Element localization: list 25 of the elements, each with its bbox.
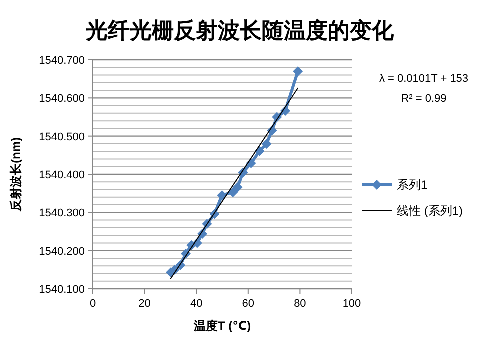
y-tick-label: 1540.500 <box>39 131 85 144</box>
legend-label: 系列1 <box>397 178 428 192</box>
x-tick-label: 80 <box>294 298 306 310</box>
text: λ = 0.0101T + 153 <box>379 73 469 85</box>
x-axis-title: 温度T (℃) <box>192 319 252 333</box>
x-tick-label: 20 <box>138 298 151 310</box>
x-tick-label: 40 <box>190 298 203 310</box>
point <box>217 190 228 200</box>
point <box>262 138 272 149</box>
text: R² = 0.99 <box>401 93 447 105</box>
legend-label: 线性 (系列1) <box>397 204 464 218</box>
y-axis-title: 反射波长(nm) <box>9 138 23 212</box>
y-tick-label: 1540.600 <box>39 93 85 106</box>
point <box>232 182 243 192</box>
y-tick-label: 1540.700 <box>39 55 85 67</box>
y-tick-label: 1540.400 <box>39 170 85 182</box>
y-tick-label: 1540.100 <box>39 284 85 296</box>
x-tick-label: 100 <box>342 298 362 310</box>
y-tick-label: 1540.200 <box>39 246 85 258</box>
x-tick-label: 0 <box>90 298 96 310</box>
y-tick-label: 1540.300 <box>39 208 85 220</box>
x-tick-label: 60 <box>242 298 255 310</box>
chart-title: 光纤光栅反射波长随温度的变化 <box>85 18 395 44</box>
point <box>228 187 238 198</box>
point <box>293 66 304 76</box>
